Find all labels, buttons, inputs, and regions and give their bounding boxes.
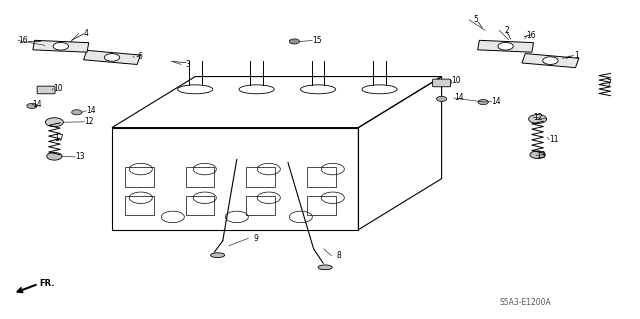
- Polygon shape: [33, 40, 89, 52]
- Circle shape: [27, 103, 37, 108]
- Text: 6: 6: [138, 52, 143, 61]
- FancyBboxPatch shape: [433, 79, 451, 87]
- Circle shape: [45, 118, 63, 127]
- Text: 14: 14: [492, 97, 501, 106]
- Text: 10: 10: [53, 84, 63, 93]
- Text: 12: 12: [84, 117, 94, 126]
- Text: 4: 4: [83, 29, 88, 38]
- Circle shape: [498, 42, 513, 50]
- Text: 14: 14: [32, 100, 42, 109]
- Ellipse shape: [318, 265, 332, 270]
- Text: 15: 15: [312, 36, 322, 45]
- Polygon shape: [477, 40, 534, 52]
- Text: 1: 1: [575, 51, 579, 60]
- Circle shape: [289, 39, 300, 44]
- Circle shape: [47, 152, 62, 160]
- Ellipse shape: [211, 253, 225, 258]
- Text: 5: 5: [474, 15, 479, 24]
- Text: 14: 14: [454, 93, 463, 102]
- Text: 13: 13: [536, 151, 546, 160]
- Text: 12: 12: [533, 113, 543, 122]
- Text: 8: 8: [337, 251, 341, 260]
- Circle shape: [543, 57, 558, 64]
- Circle shape: [72, 110, 82, 115]
- Text: FR.: FR.: [40, 279, 55, 288]
- Polygon shape: [522, 54, 579, 68]
- Text: 14: 14: [86, 106, 96, 115]
- Circle shape: [478, 100, 488, 105]
- Polygon shape: [84, 50, 140, 64]
- Text: 2: 2: [504, 26, 509, 35]
- Text: 10: 10: [451, 76, 461, 85]
- Text: S5A3-E1200A: S5A3-E1200A: [499, 298, 551, 307]
- Text: 11: 11: [549, 135, 559, 144]
- Circle shape: [436, 96, 447, 101]
- Circle shape: [104, 54, 120, 61]
- Text: 7: 7: [606, 79, 611, 88]
- Circle shape: [530, 151, 545, 159]
- Text: 16: 16: [527, 31, 536, 40]
- Circle shape: [53, 42, 68, 50]
- Text: 13: 13: [76, 152, 85, 161]
- FancyBboxPatch shape: [37, 86, 55, 94]
- Text: 9: 9: [253, 234, 258, 243]
- Text: 17: 17: [54, 134, 64, 143]
- Text: 3: 3: [186, 60, 191, 69]
- Text: 16: 16: [18, 36, 28, 45]
- Circle shape: [529, 115, 547, 123]
